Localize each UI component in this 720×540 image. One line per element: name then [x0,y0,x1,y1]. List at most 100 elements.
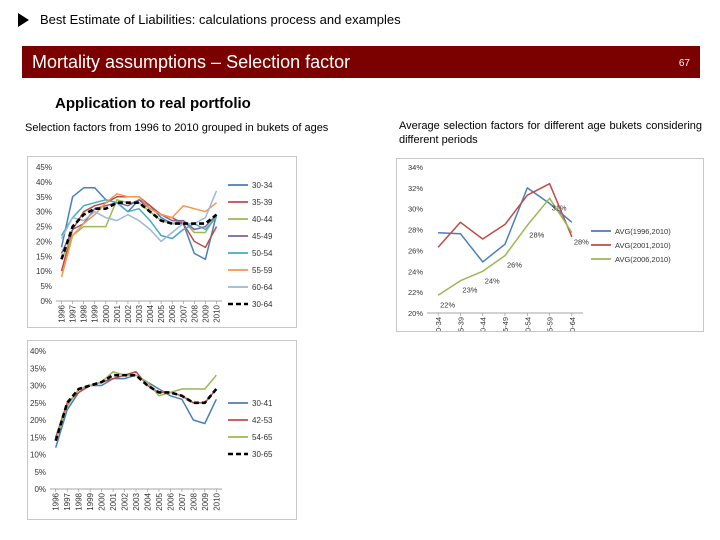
data-label: 31% [552,203,567,212]
series-line-54-65 [54,370,217,441]
y-tick-label: 25% [36,223,52,232]
x-tick-label: 2001 [109,492,118,510]
right-caption: Average selection factors for different … [399,120,702,146]
x-tick-label: 2003 [135,304,144,322]
x-tick-label: 2009 [201,304,210,322]
x-tick-label: 2010 [212,492,221,510]
y-tick-label: 30% [408,205,423,214]
legend-label: AVG(2006,2010) [615,255,671,264]
legend-label: 50-54 [252,249,273,258]
x-tick-label: 60-64 [568,317,577,331]
x-tick-label: 1996 [58,304,67,322]
page-number: 67 [678,58,690,69]
x-tick-label: 1997 [63,492,72,510]
y-tick-label: 0% [34,485,46,494]
x-tick-label: 50-54 [523,317,532,331]
chart-frame-age-buckets: 0% 5% 10% 15% 20% 25% 30% 35% 40% 45% 1996 1997 1998… [27,156,297,328]
series-line-avg-2001-2010- [437,182,573,248]
data-label: 23% [462,286,477,295]
series-line-30-41 [54,374,217,448]
y-tick-label: 35% [36,193,52,202]
x-tick-label: 45-49 [501,317,510,331]
data-label: 22% [440,300,455,309]
section-title: Application to real portfolio [55,95,251,112]
x-tick-label: 35-39 [456,317,465,331]
slide-title: Mortality assumptions – Selection factor [32,52,351,72]
series-line-40-44 [60,199,218,260]
legend-label: 54-65 [252,433,273,442]
y-tick-label: 20% [36,237,52,246]
x-tick-label: 1997 [69,304,78,322]
series-line-55-59 [60,193,217,278]
y-tick-label: 5% [40,282,52,291]
x-tick-label: 2007 [179,304,188,322]
y-tick-label: 25% [30,399,46,408]
legend-label: 30-41 [252,399,273,408]
y-tick-label: 26% [408,246,423,255]
y-tick-label: 45% [36,163,52,172]
x-tick-label: 2001 [113,304,122,322]
x-tick-label: 2002 [121,492,130,510]
x-tick-label: 2007 [178,492,187,510]
series-line-avg-1996-2010- [438,187,573,263]
x-tick-label: 2005 [155,492,164,510]
line-chart-averages: 20% 22% 24% 26% 28% 30% 32% 34% 30-34 35-39 40-44 4… [408,163,671,336]
y-tick-label: 40% [30,347,46,356]
y-tick-label: 0% [40,297,52,306]
y-tick-label: 30% [30,382,46,391]
series-line-30-65 [54,373,218,442]
x-tick-label: 2005 [157,304,166,322]
y-tick-label: 10% [30,451,46,460]
data-label: 28% [529,230,544,239]
chart-frame-averages: 20% 22% 24% 26% 28% 30% 32% 34% 30-34 35-39 40-44 4… [396,158,704,336]
y-tick-label: 5% [34,468,46,477]
data-label: 26% [507,261,522,270]
x-tick-label: 2008 [190,304,199,322]
series-line-50-54 [60,199,218,240]
presentation-title: Best Estimate of Liabilities: calculatio… [40,12,401,27]
legend-label: 35-39 [252,198,273,207]
y-tick-label: 35% [30,364,46,373]
left-caption: Selection factors from 1996 to 2010 grou… [25,122,329,134]
data-label: 28% [574,238,589,247]
legend-label: 55-59 [252,266,273,275]
x-tick-label: 2003 [132,492,141,510]
x-tick-label: 30-34 [434,317,443,331]
y-tick-label: 15% [30,433,46,442]
x-tick-label: 1998 [75,492,84,510]
y-tick-label: 34% [408,163,423,172]
y-tick-label: 10% [36,267,52,276]
x-tick-label: 2006 [168,304,177,322]
x-tick-label: 2002 [124,304,133,322]
play-arrow-icon [18,13,29,27]
y-tick-label: 20% [30,416,46,425]
legend-label: 30-65 [252,450,273,459]
x-tick-label: 2000 [102,304,111,322]
x-tick-label: 55-59 [546,317,555,331]
y-tick-label: 32% [408,184,423,193]
series-line-45-49 [60,199,218,254]
y-tick-label: 22% [408,288,423,297]
chart-frame-grouped-buckets: 0% 5% 10% 15% 20% 25% 30% 35% 40% 1996 1997 1998 199… [27,340,297,520]
line-chart-grouped-buckets: 0% 5% 10% 15% 20% 25% 30% 35% 40% 1996 1997 1998 199… [30,347,273,511]
x-tick-label: 1999 [91,304,100,322]
data-label: 24% [485,276,500,285]
x-tick-label: 2004 [143,492,152,510]
legend-label: 60-64 [252,283,273,292]
legend-label: 45-49 [252,232,273,241]
series-line-42-53 [54,370,217,438]
y-tick-label: 15% [36,252,52,261]
x-tick-label: 1996 [52,492,61,510]
x-tick-label: 40-44 [479,317,488,331]
y-tick-label: 30% [36,208,52,217]
series-line-avg-2006-2010- [437,197,573,296]
x-tick-label: 1999 [86,492,95,510]
series-line-60-64 [60,190,218,243]
y-tick-label: 24% [408,267,423,276]
legend-label: AVG(2001,2010) [615,241,671,250]
line-chart-age-buckets: 0% 5% 10% 15% 20% 25% 30% 35% 40% 45% 1996 1997 1998… [36,163,273,323]
legend-label: 30-64 [252,300,273,309]
legend-label: 40-44 [252,215,273,224]
y-tick-label: 28% [408,226,423,235]
x-tick-label: 2009 [201,492,210,510]
